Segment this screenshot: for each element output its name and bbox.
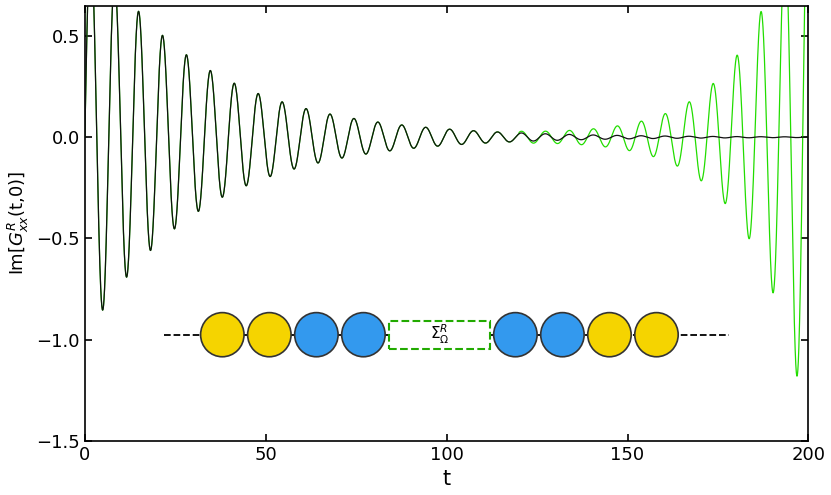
X-axis label: t: t [443, 469, 450, 490]
Text: $\Sigma^R_\Omega$: $\Sigma^R_\Omega$ [430, 322, 449, 346]
Y-axis label: Im[$G^R_{xx}$(t,0)]: Im[$G^R_{xx}$(t,0)] [6, 171, 31, 276]
Ellipse shape [494, 313, 537, 357]
Ellipse shape [295, 313, 338, 357]
Ellipse shape [588, 313, 632, 357]
Ellipse shape [200, 313, 244, 357]
Ellipse shape [541, 313, 584, 357]
Ellipse shape [635, 313, 678, 357]
Bar [389, 321, 490, 349]
Ellipse shape [342, 313, 385, 357]
Ellipse shape [248, 313, 291, 357]
